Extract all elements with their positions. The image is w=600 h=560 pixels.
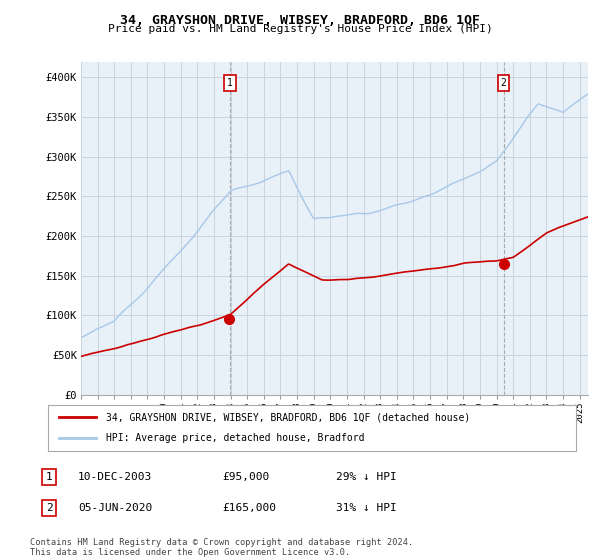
- Text: Price paid vs. HM Land Registry's House Price Index (HPI): Price paid vs. HM Land Registry's House …: [107, 24, 493, 34]
- Text: Contains HM Land Registry data © Crown copyright and database right 2024.
This d: Contains HM Land Registry data © Crown c…: [30, 538, 413, 557]
- Text: 31% ↓ HPI: 31% ↓ HPI: [336, 503, 397, 513]
- Text: £165,000: £165,000: [222, 503, 276, 513]
- Text: 1: 1: [227, 78, 233, 88]
- Text: £95,000: £95,000: [222, 472, 269, 482]
- Text: 1: 1: [46, 472, 53, 482]
- Text: 34, GRAYSHON DRIVE, WIBSEY, BRADFORD, BD6 1QF: 34, GRAYSHON DRIVE, WIBSEY, BRADFORD, BD…: [120, 14, 480, 27]
- Text: 10-DEC-2003: 10-DEC-2003: [78, 472, 152, 482]
- Text: 05-JUN-2020: 05-JUN-2020: [78, 503, 152, 513]
- Text: 34, GRAYSHON DRIVE, WIBSEY, BRADFORD, BD6 1QF (detached house): 34, GRAYSHON DRIVE, WIBSEY, BRADFORD, BD…: [106, 412, 470, 422]
- Text: 29% ↓ HPI: 29% ↓ HPI: [336, 472, 397, 482]
- Text: 2: 2: [500, 78, 506, 88]
- Text: 2: 2: [46, 503, 53, 513]
- Text: HPI: Average price, detached house, Bradford: HPI: Average price, detached house, Brad…: [106, 433, 365, 444]
